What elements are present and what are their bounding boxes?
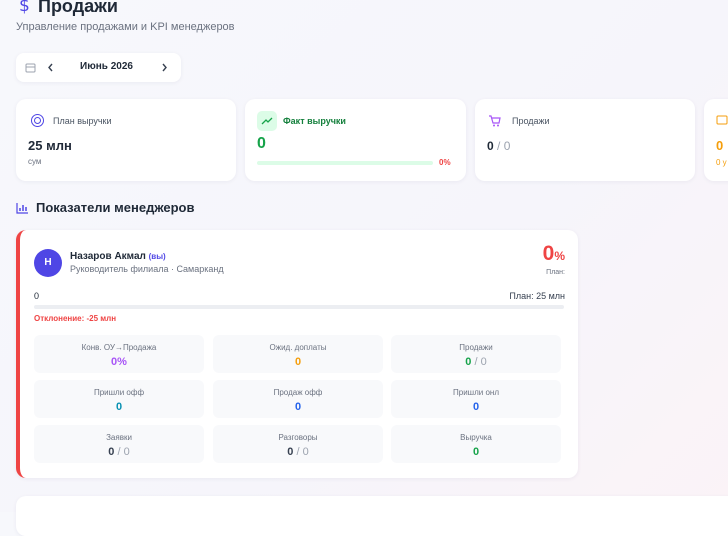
- metric-value: 0%: [34, 356, 204, 368]
- metric: Пришли онл 0: [391, 380, 561, 418]
- secondary: / 0: [474, 356, 487, 368]
- section-title: Показатели менеджеров: [36, 200, 195, 215]
- card-sub: сум: [28, 157, 42, 166]
- secondary: / 0: [117, 446, 130, 458]
- metric: Ожид. доплаты 0: [213, 335, 383, 373]
- metric-value: 0: [213, 401, 383, 413]
- manager-percent: 0%: [543, 242, 565, 266]
- metric-label: Продажи: [459, 343, 493, 352]
- value: 0: [294, 401, 302, 413]
- cart-icon: [489, 115, 501, 127]
- metric-label: Пришли офф: [93, 388, 145, 397]
- card-value: 0 / 0: [487, 139, 510, 153]
- card-label: План выручки: [53, 116, 112, 126]
- metric-value: 0: [34, 401, 204, 413]
- metric-label: Ожид. доплаты: [269, 343, 327, 352]
- manager-name: Назаров Акмал (вы): [70, 251, 166, 262]
- name: Назаров Акмал: [70, 251, 146, 262]
- metric: Заявки 0 / 0: [34, 425, 204, 463]
- kpi-card: 0 0 у: [704, 99, 728, 181]
- metric: Продаж офф 0: [213, 380, 383, 418]
- card-value: 25 млн: [28, 138, 72, 153]
- metric-label: Выручка: [460, 433, 492, 442]
- progress-right: План: 25 млн: [509, 291, 565, 301]
- progress-bar: [34, 305, 564, 309]
- card-sub: 0 у: [716, 158, 727, 167]
- secondary: / 0: [296, 446, 309, 458]
- value: 0: [294, 356, 302, 368]
- kpi-card: Продажи 0 / 0: [475, 99, 695, 181]
- page: $ Продажи Управление продажами и KPI мен…: [0, 0, 728, 512]
- metric-label: Заявки: [106, 433, 132, 442]
- metric-value: 0 / 0: [34, 446, 204, 458]
- next-month[interactable]: [159, 62, 169, 73]
- plan-label: План:: [546, 269, 565, 276]
- card-label: Факт выручки: [283, 116, 346, 126]
- svg-text:$: $: [19, 0, 30, 15]
- unit: %: [554, 249, 565, 263]
- metric-label: Конв. ОУ→Продажа: [81, 343, 157, 352]
- metric: Конв. ОУ→Продажа 0%: [34, 335, 204, 373]
- metric-value: 0: [391, 446, 561, 458]
- metric-value: 0: [391, 401, 561, 413]
- metric-label: Пришли онл: [453, 388, 499, 397]
- chart-icon: [16, 203, 28, 214]
- value: 0: [287, 446, 294, 458]
- kpi-card: Факт выручки 0 0%: [245, 99, 466, 181]
- metric: Выручка 0: [391, 425, 561, 463]
- progress-bar: [257, 161, 433, 165]
- calendar-icon: [25, 63, 36, 73]
- manager-card: Н Назаров Акмал (вы) Руководитель филиал…: [16, 230, 578, 478]
- metric: Разговоры 0 / 0: [213, 425, 383, 463]
- card-value: 0: [716, 138, 724, 153]
- value: 0: [472, 401, 480, 413]
- value: 0: [487, 139, 494, 153]
- prev-month[interactable]: [46, 62, 56, 73]
- metric: Пришли офф 0: [34, 380, 204, 418]
- metric-value: 0 / 0: [213, 446, 383, 458]
- metric: Продажи 0 / 0: [391, 335, 561, 373]
- you-tag: (вы): [148, 252, 166, 261]
- page-subtitle: Управление продажами и KPI менеджеров: [16, 21, 235, 33]
- card-label: Продажи: [512, 116, 550, 126]
- month-picker: Июнь 2026: [16, 53, 181, 82]
- value: 0%: [111, 356, 127, 368]
- dollar-icon: $: [19, 0, 30, 15]
- progress-left: 0: [34, 291, 40, 301]
- card-value: 0: [257, 135, 266, 152]
- trend-icon: [257, 111, 277, 131]
- metric-label: Продаж офф: [273, 388, 323, 397]
- value: 0: [465, 356, 472, 368]
- card-percent: 0%: [439, 158, 451, 167]
- value: 0: [108, 446, 115, 458]
- kpi-card: План выручки 25 млн сум: [16, 99, 236, 181]
- page-title: Продажи: [38, 0, 118, 16]
- metric-value: 0: [213, 356, 383, 368]
- month-label: Июнь 2026: [80, 61, 133, 72]
- manager-role: Руководитель филиала · Самарканд: [70, 264, 224, 274]
- secondary: / 0: [497, 139, 511, 153]
- deviation: Отклонение: -25 млн: [34, 314, 117, 323]
- next-card: [16, 496, 728, 536]
- metric-value: 0 / 0: [391, 356, 561, 368]
- value: 0: [115, 401, 123, 413]
- metric-label: Разговоры: [278, 433, 318, 442]
- avatar: Н: [34, 249, 62, 277]
- value: 0: [472, 446, 480, 458]
- value: 0: [542, 242, 555, 265]
- target-icon: [31, 114, 44, 127]
- wallet-icon: [716, 115, 728, 125]
